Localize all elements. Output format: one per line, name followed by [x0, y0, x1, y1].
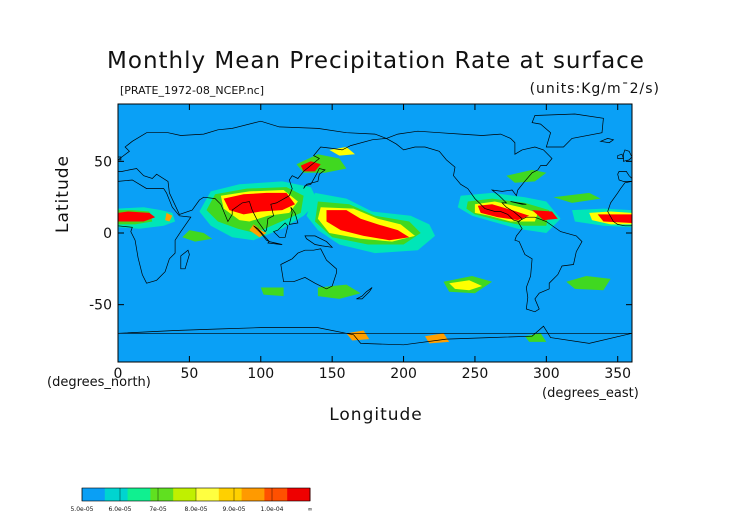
precip-red — [300, 161, 321, 172]
legend-label: 1.0e-04 — [260, 506, 283, 513]
precip-green — [182, 230, 213, 242]
precip-red — [326, 210, 410, 241]
coastline — [385, 130, 553, 222]
legend-bar — [81, 487, 311, 502]
legend-swatch — [218, 488, 243, 501]
coastline — [303, 168, 326, 189]
precip-red — [477, 204, 530, 221]
legend-swatch — [196, 488, 220, 501]
precip-green — [260, 287, 284, 297]
coastline — [531, 113, 604, 148]
coastline — [510, 201, 527, 205]
coastline — [288, 206, 299, 225]
coastline — [607, 181, 632, 227]
legend-swatch — [241, 488, 265, 501]
coastline — [599, 138, 615, 144]
legend-label: ∞ — [308, 506, 313, 513]
coastline — [118, 325, 632, 346]
legend-label: 8.0e-05 — [184, 506, 207, 513]
legend-swatch — [150, 488, 174, 501]
legend-swatch — [264, 488, 288, 501]
x-axis-label: Longitude — [329, 405, 423, 425]
y-tick-label: 50 — [94, 154, 112, 170]
x-unit-label: (degrees_east) — [542, 386, 639, 401]
precip-green — [506, 169, 547, 183]
legend-label: 9.0e-05 — [222, 506, 245, 513]
x-tick-label: 0 — [114, 366, 123, 382]
x-tick-label: 100 — [247, 366, 274, 382]
y-axis-label: Latitude — [53, 155, 73, 233]
legend-label: 6.0e-05 — [108, 506, 131, 513]
x-tick-label: 200 — [390, 366, 417, 382]
coastline — [304, 235, 334, 248]
precip-green — [524, 333, 547, 342]
coastline — [356, 287, 373, 300]
precip-red — [597, 214, 632, 223]
coastline — [118, 179, 192, 284]
plot-title: Monthly Mean Precipitation Rate at surfa… — [107, 48, 645, 74]
legend-label: 5.0e-05 — [70, 506, 93, 513]
coastline — [272, 222, 289, 238]
legend-swatch — [104, 488, 129, 501]
coastlines — [118, 113, 632, 346]
coastline — [280, 248, 337, 290]
coastline — [617, 171, 632, 182]
units-label: (units:Kg/m¯2/s) — [529, 81, 660, 97]
coastline — [623, 149, 632, 162]
legend-swatch — [287, 488, 311, 501]
precip-orange — [165, 212, 173, 222]
precip-red — [223, 192, 295, 215]
x-tick-label: 250 — [462, 366, 489, 382]
legend-swatch — [173, 488, 197, 501]
legend-swatch — [82, 488, 106, 501]
coastline — [267, 241, 283, 245]
coastline — [180, 249, 190, 270]
y-tick-label: 0 — [103, 226, 112, 242]
legend-swatch — [127, 488, 151, 501]
precip-yellow — [449, 280, 483, 291]
precip-red — [532, 210, 558, 221]
coastline — [118, 156, 122, 161]
precip-green — [553, 192, 601, 203]
file-label: [PRATE_1972-08_NCEP.nc] — [120, 84, 265, 97]
x-tick-label: 150 — [319, 366, 346, 382]
coastline — [253, 225, 270, 242]
tick-labels: 0 50 100 150 200 250 300 350 50 0 -50 — [89, 154, 631, 382]
x-tick-label: 50 — [180, 366, 198, 382]
x-tick-label: 300 — [533, 366, 560, 382]
x-tick-label: 350 — [604, 366, 631, 382]
y-unit-label: (degrees_north) — [47, 375, 151, 390]
legend-labels: 5.0e-05 6.0e-05 7e-05 8.0e-05 9.0e-05 1.0e-04… — [70, 506, 312, 513]
precip-red — [118, 211, 156, 222]
coastline — [118, 120, 387, 233]
y-tick-label: -50 — [89, 298, 112, 314]
axis-ticks — [117, 104, 632, 362]
coastline — [514, 216, 583, 313]
coastline — [617, 153, 624, 159]
legend-label: 7e-05 — [149, 506, 166, 513]
precip-green — [566, 276, 611, 291]
color-legend: 5.0e-05 6.0e-05 7e-05 8.0e-05 9.0e-05 1.0e-04… — [70, 487, 313, 513]
